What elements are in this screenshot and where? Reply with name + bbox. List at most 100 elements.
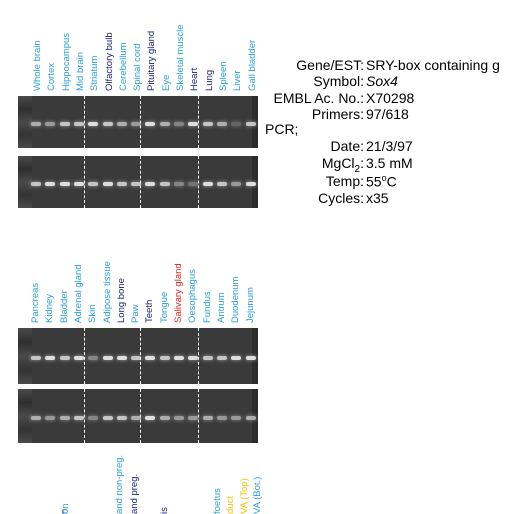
tissue-label: Striatum	[89, 55, 101, 91]
tissue-label: VA (Bot.)	[252, 476, 263, 514]
tissue-label: Teeth	[144, 299, 156, 323]
gel-band	[102, 356, 113, 360]
tissue-label: Heart	[189, 67, 201, 91]
gel-band	[174, 122, 184, 126]
tissue-label: Jejunum	[244, 287, 256, 323]
gel-band	[231, 122, 242, 126]
temp-label: Temp:	[325, 173, 364, 189]
gel-band	[202, 182, 213, 186]
gel-band	[245, 122, 256, 126]
gel-band	[216, 356, 227, 360]
gel-band	[245, 416, 256, 420]
lane-divider	[198, 96, 199, 148]
tissue-label: Fundus	[201, 291, 213, 323]
gel-band	[188, 356, 199, 360]
tissue-label: on	[60, 503, 71, 514]
lane-divider	[140, 389, 141, 443]
cycles-label: Cycles:	[318, 190, 364, 206]
tissue-label: Gall bladder	[246, 39, 258, 91]
gel-band	[88, 416, 99, 420]
tissue-label: and non-preg.	[114, 454, 125, 514]
ladder-lane	[18, 389, 32, 443]
tissue-label: foetus	[212, 488, 223, 514]
tissue-label: VA (Top)	[239, 478, 250, 514]
lane-divider	[84, 96, 85, 148]
gel-band	[31, 356, 41, 360]
gel-band	[31, 182, 41, 186]
gel-band	[159, 416, 170, 420]
gel-band	[73, 182, 84, 186]
symbol-label: Symbol:	[313, 73, 364, 89]
gel-band	[131, 416, 142, 420]
ladder-lane	[18, 96, 32, 148]
gel-band	[216, 182, 227, 186]
tissue-label: Tongue	[158, 291, 170, 323]
gel-band	[131, 122, 142, 126]
tissue-label: is	[159, 507, 170, 514]
tissue-label: Hippocampus	[60, 32, 72, 91]
gel-band	[231, 182, 242, 186]
lane-divider	[84, 389, 85, 443]
tissue-label: Cerebellum	[117, 42, 129, 91]
gel-band	[88, 182, 99, 186]
gel-band	[73, 356, 84, 360]
gel-band	[102, 182, 113, 186]
lane-divider	[84, 156, 85, 208]
gel-band	[131, 356, 142, 360]
embl-value: X70298	[366, 90, 415, 106]
gel-band	[45, 356, 56, 360]
gel-band	[59, 182, 70, 186]
gel-band	[116, 182, 127, 186]
gel-band	[73, 416, 84, 420]
gel-band	[116, 416, 127, 420]
tissue-label: duct	[225, 496, 236, 514]
gel-band	[145, 356, 156, 360]
ladder-lane	[18, 328, 32, 384]
tissue-label: Skeletal muscle	[175, 24, 186, 91]
tissue-label: Lung	[203, 69, 215, 91]
gel-band	[159, 182, 170, 186]
tissue-label: Antrum	[215, 292, 227, 323]
mgcl-label: MgCl2:	[321, 155, 364, 175]
gel-band	[59, 356, 70, 360]
tissue-label: Pancreas	[30, 282, 41, 323]
gel-band	[216, 416, 227, 420]
pcr-label: PCR;	[265, 121, 299, 137]
gel-band	[45, 416, 56, 420]
tissue-label: Spinal cord	[132, 43, 144, 91]
gel-band	[188, 182, 199, 186]
tissue-label: Kidney	[44, 293, 56, 323]
mgcl-value: 3.5 mM	[366, 155, 413, 171]
gel-band	[159, 356, 170, 360]
lane-divider	[84, 328, 85, 384]
gel-band	[174, 416, 184, 420]
cycles-value: x35	[366, 190, 389, 206]
primers-value: 97/618	[366, 106, 409, 122]
symbol-value: Sox4	[366, 73, 398, 89]
tissue-label: Pituitary gland	[146, 30, 158, 91]
embl-label: EMBL Ac. No.:	[273, 90, 364, 106]
gel-band	[59, 122, 70, 126]
gel-band	[188, 416, 199, 420]
date-label: Date:	[330, 138, 364, 154]
gel-band	[131, 182, 142, 186]
lane-divider	[198, 156, 199, 208]
gel-band	[73, 122, 84, 126]
tissue-label: Cortex	[46, 63, 58, 91]
gel-band	[245, 356, 256, 360]
tissue-label: Eye	[160, 74, 172, 91]
tissue-label: Paw	[130, 304, 142, 323]
gel-band	[116, 122, 127, 126]
gel-band	[145, 416, 156, 420]
gel-band	[231, 356, 242, 360]
gel-band	[231, 416, 242, 420]
primers-label: Primers:	[311, 106, 364, 122]
ladder-lane	[18, 156, 32, 208]
panel2-gel-row2	[18, 389, 258, 443]
gel-band	[202, 356, 213, 360]
gel-band	[102, 416, 113, 420]
tissue-label: Whole brain	[32, 40, 43, 91]
gene-label: Gene/EST:	[296, 57, 364, 73]
gel-band	[145, 122, 156, 126]
tissue-label: Adrenal gland	[72, 264, 84, 323]
